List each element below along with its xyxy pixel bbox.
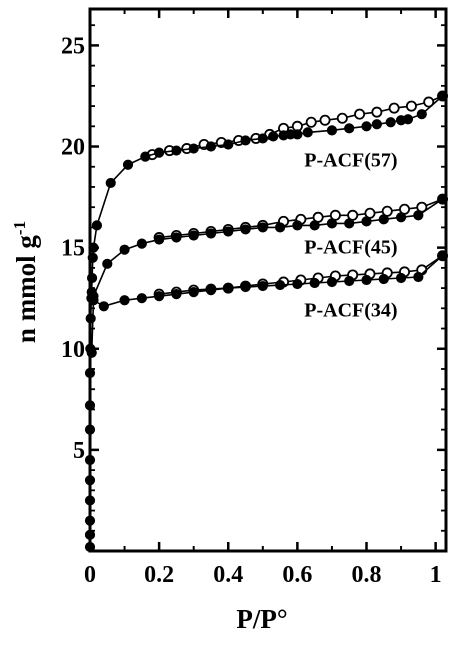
adsorption-point bbox=[257, 222, 268, 233]
x-tick-label: 0.4 bbox=[213, 562, 243, 588]
adsorption-point bbox=[205, 285, 217, 296]
desorption-point bbox=[305, 116, 317, 128]
desorption-point bbox=[354, 108, 366, 120]
x-tick-label: 0.2 bbox=[144, 562, 174, 588]
desorption-point bbox=[371, 106, 383, 118]
axes-layer bbox=[88, 7, 448, 553]
x-tick-label: 1 bbox=[430, 562, 442, 588]
adsorption-point bbox=[105, 177, 116, 189]
adsorption-point bbox=[344, 218, 355, 229]
adsorption-point bbox=[122, 159, 134, 170]
adsorption-point bbox=[188, 287, 199, 298]
adsorption-point bbox=[326, 276, 338, 288]
adsorption-point bbox=[188, 143, 199, 154]
adsorption-point bbox=[292, 129, 303, 140]
x-tick-label: 0.8 bbox=[352, 562, 382, 588]
adsorption-line bbox=[90, 255, 444, 353]
adsorption-point bbox=[154, 147, 165, 158]
adsorption-point bbox=[171, 145, 182, 156]
y-axis-title: n mmol g-1 bbox=[10, 221, 41, 343]
adsorption-point bbox=[309, 220, 320, 231]
adsorption-point bbox=[223, 226, 234, 237]
adsorption-point bbox=[274, 222, 286, 233]
desorption-point bbox=[388, 102, 400, 114]
desorption-point bbox=[319, 114, 331, 126]
y-tick-label: 10 bbox=[61, 337, 85, 363]
adsorption-point bbox=[402, 114, 414, 125]
series-layer bbox=[84, 90, 449, 553]
adsorption-point bbox=[205, 141, 217, 152]
adsorption-point bbox=[98, 301, 109, 312]
adsorption-point bbox=[395, 212, 407, 223]
adsorption-point bbox=[136, 238, 147, 249]
adsorption-point bbox=[326, 218, 338, 229]
adsorption-point bbox=[292, 278, 303, 290]
adsorption-point bbox=[378, 273, 389, 285]
x-tick-label: 0.6 bbox=[282, 562, 312, 588]
adsorption-point bbox=[302, 127, 313, 138]
adsorption-point bbox=[416, 109, 427, 120]
adsorption-point bbox=[361, 121, 372, 132]
adsorption-point bbox=[240, 281, 251, 293]
adsorption-point bbox=[378, 214, 389, 225]
adsorption-point bbox=[268, 131, 279, 142]
x-tick-label: 0 bbox=[84, 562, 96, 588]
adsorption-point bbox=[140, 151, 151, 162]
adsorption-point bbox=[344, 123, 355, 134]
adsorption-point bbox=[240, 224, 251, 235]
y-axis-title-main: n mmol g bbox=[11, 235, 41, 344]
adsorption-point bbox=[413, 210, 424, 221]
plot-frame bbox=[88, 7, 448, 553]
adsorption-point bbox=[257, 280, 268, 292]
desorption-point bbox=[423, 96, 435, 108]
y-tick-label: 15 bbox=[61, 236, 85, 262]
adsorption-point bbox=[154, 291, 165, 302]
adsorption-point bbox=[361, 216, 372, 227]
adsorption-point bbox=[119, 295, 130, 306]
series-P-ACF(57) bbox=[84, 90, 449, 553]
adsorption-point bbox=[91, 220, 103, 231]
adsorption-point bbox=[309, 277, 320, 289]
series-P-ACF(34) bbox=[86, 250, 449, 358]
adsorption-point bbox=[223, 282, 234, 294]
adsorption-point bbox=[344, 275, 355, 287]
y-tick-label: 25 bbox=[61, 33, 85, 59]
adsorption-point bbox=[257, 133, 268, 144]
adsorption-point bbox=[274, 279, 286, 291]
series-label: P-ACF(45) bbox=[304, 237, 397, 259]
adsorption-point bbox=[136, 293, 147, 304]
adsorption-point bbox=[205, 228, 217, 239]
y-axis-title-superscript: -1 bbox=[10, 221, 29, 235]
adsorption-point bbox=[154, 234, 165, 245]
adsorption-point bbox=[292, 220, 303, 231]
adsorption-point bbox=[171, 289, 182, 300]
series-labels: P-ACF(57) P-ACF(45) P-ACF(34) bbox=[304, 150, 397, 322]
adsorption-point bbox=[395, 272, 407, 284]
adsorption-point bbox=[326, 125, 338, 136]
adsorption-point bbox=[361, 274, 372, 286]
series-label: P-ACF(34) bbox=[304, 299, 397, 321]
adsorption-point bbox=[240, 135, 251, 146]
series-label: P-ACF(57) bbox=[304, 150, 397, 172]
adsorption-point bbox=[385, 117, 396, 128]
adsorption-line bbox=[90, 198, 443, 299]
y-tick-label: 5 bbox=[73, 438, 85, 464]
y-tick-label: 20 bbox=[61, 135, 85, 161]
adsorption-point bbox=[371, 119, 382, 130]
desorption-point bbox=[405, 100, 417, 112]
x-axis-title: P/P° bbox=[236, 604, 287, 634]
adsorption-point bbox=[171, 232, 182, 243]
adsorption-point bbox=[119, 244, 130, 255]
adsorption-point bbox=[102, 258, 113, 269]
series-P-ACF(45) bbox=[86, 193, 449, 302]
adsorption-point bbox=[188, 230, 199, 241]
adsorption-point bbox=[413, 271, 424, 283]
desorption-point bbox=[336, 112, 348, 124]
adsorption-point bbox=[223, 139, 234, 150]
